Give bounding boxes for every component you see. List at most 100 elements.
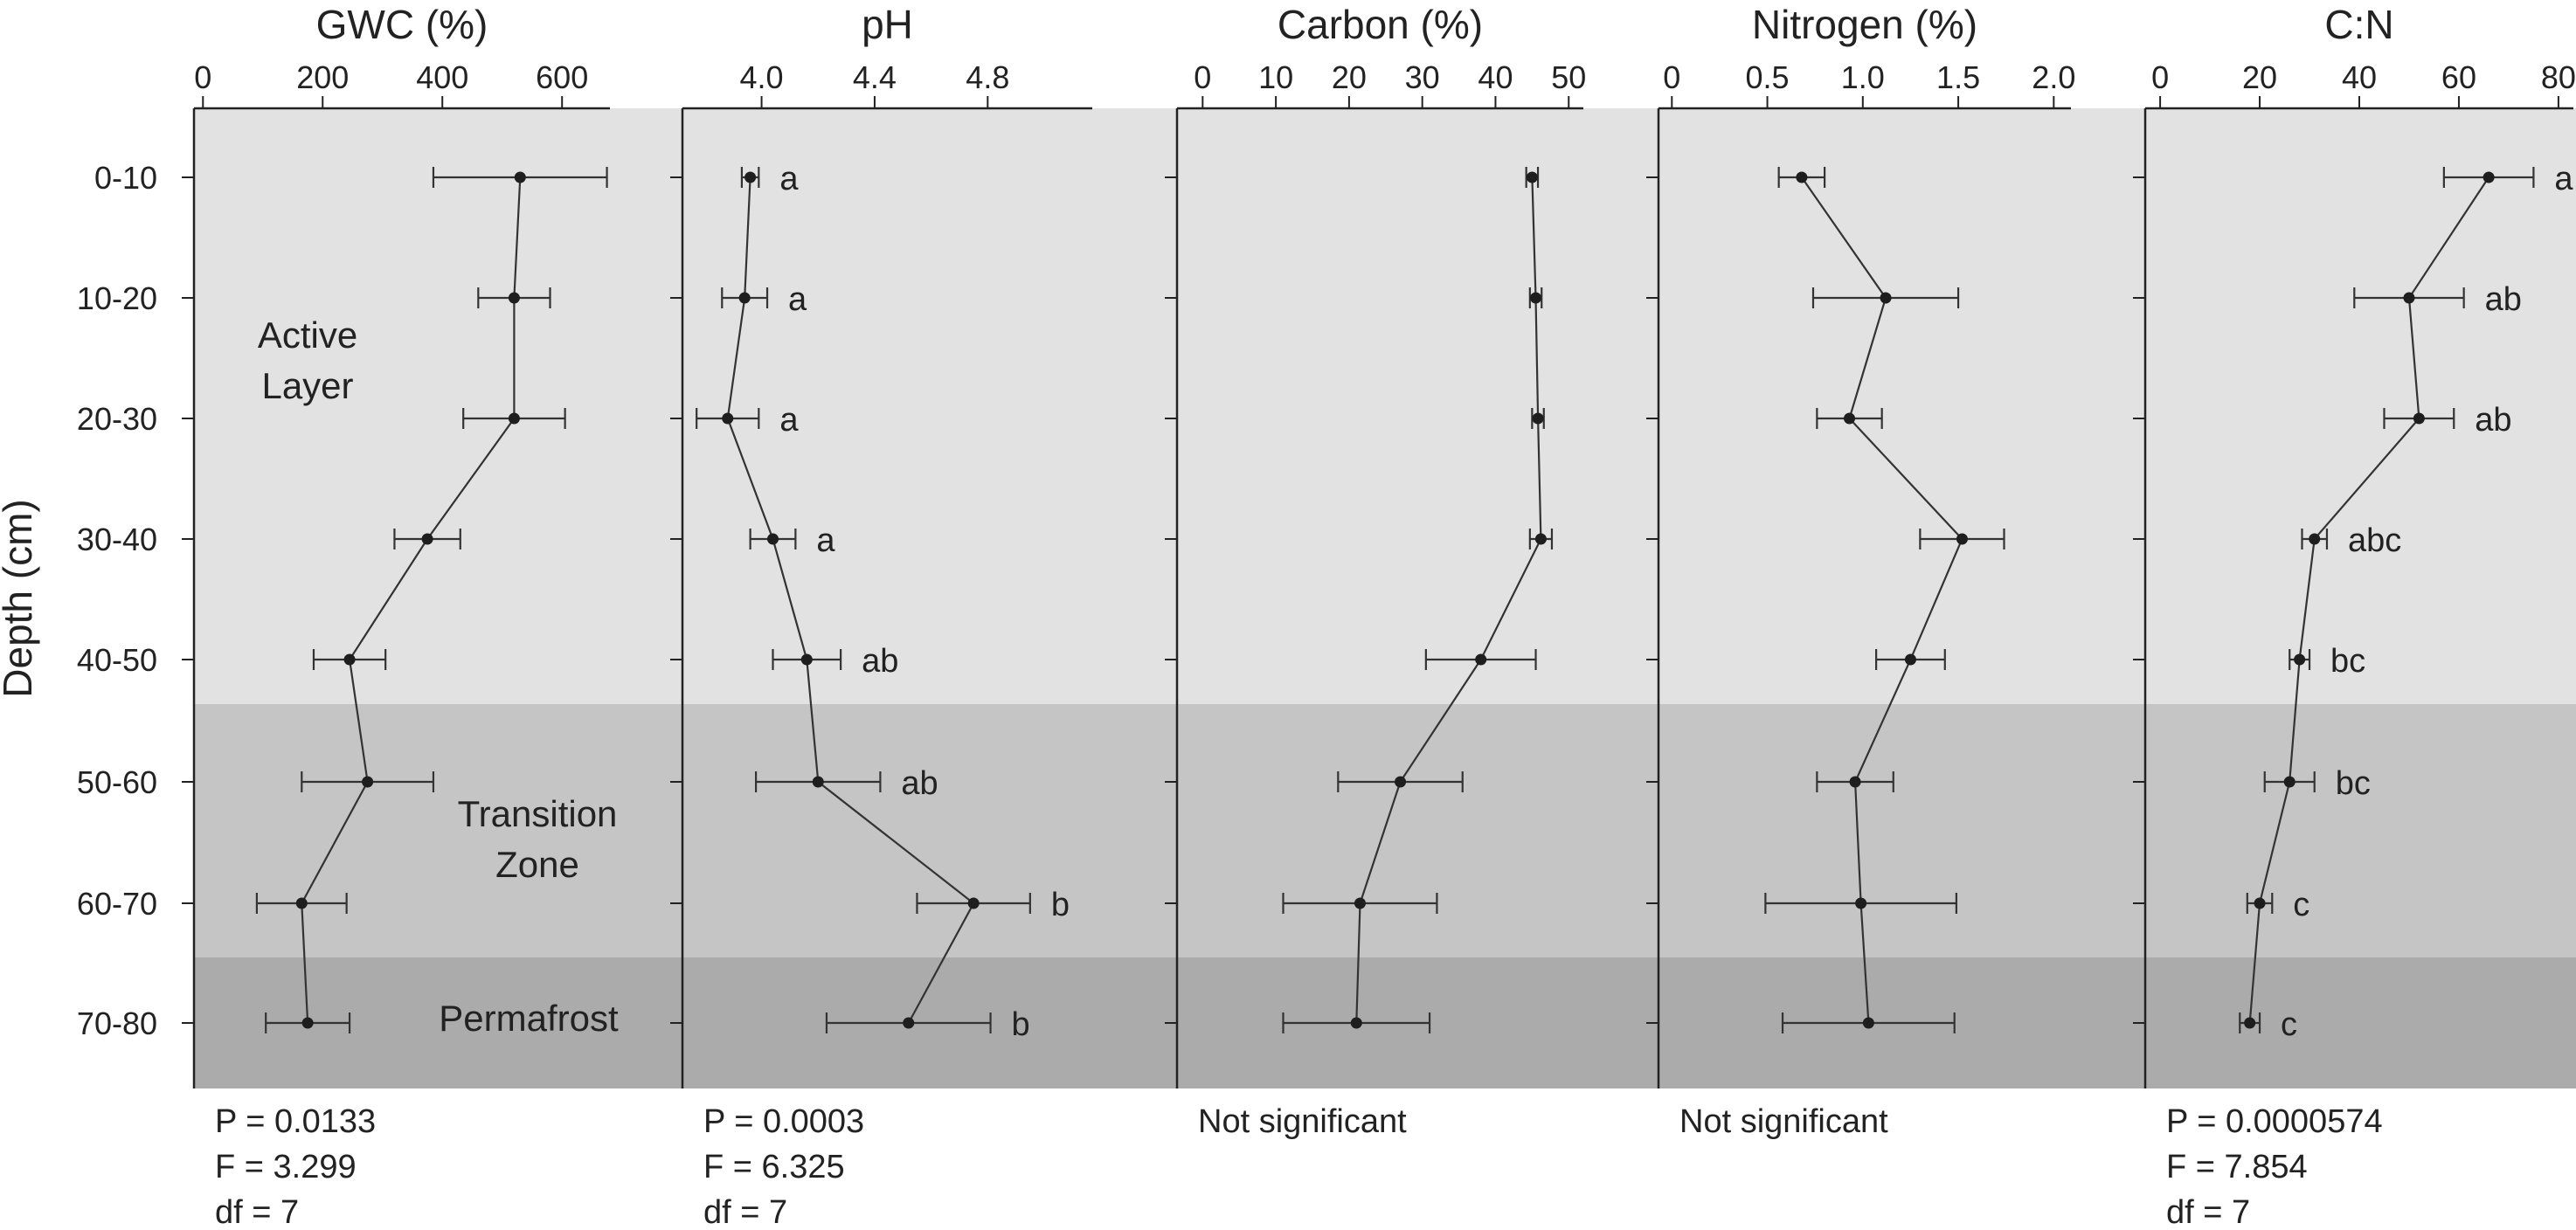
panel-3-point-1: [1880, 292, 1892, 304]
panel-1-stat-1: F = 6.325: [703, 1149, 845, 1185]
panel-2-xtick-label-5: 50: [1551, 59, 1586, 95]
panel-1-letter-4: ab: [862, 643, 898, 680]
panel-3-point-5: [1849, 776, 1861, 788]
depth-label-0-10: 0-10: [94, 160, 157, 196]
panel-0-point-0: [514, 171, 526, 183]
panel-2-xtick-label-2: 20: [1332, 59, 1367, 95]
panel-title-4: C:N: [2324, 2, 2393, 47]
panel-0-point-3: [421, 533, 433, 545]
panel-3-xtick-label-4: 2.0: [2032, 59, 2075, 95]
panel-1-stat-0: P = 0.0003: [703, 1103, 864, 1140]
panel-1-point-3: [767, 533, 779, 545]
panel-0-xtick-label-2: 400: [416, 59, 468, 95]
panel-0-xtick-label-1: 200: [296, 59, 349, 95]
panel-2-xtick-label-0: 0: [1194, 59, 1211, 95]
zone-band-0: [194, 108, 2576, 704]
panel-2-point-0: [1526, 171, 1538, 183]
panel-title-1: pH: [862, 2, 913, 47]
panel-0-stat-2: df = 7: [215, 1194, 299, 1230]
panel-1-letter-2: a: [779, 402, 799, 439]
panel-4-letter-6: c: [2293, 887, 2309, 923]
panel-2-xtick-label-4: 40: [1478, 59, 1513, 95]
panel-4-point-3: [2309, 533, 2321, 545]
depth-label-30-40: 30-40: [77, 522, 157, 557]
panel-2-xtick-label-3: 30: [1405, 59, 1440, 95]
panel-0-point-6: [295, 897, 308, 909]
panel-1-point-5: [812, 776, 824, 788]
panel-title-0: GWC (%): [316, 2, 488, 47]
panel-0-stat-1: F = 3.299: [215, 1149, 357, 1185]
panel-4-point-7: [2244, 1017, 2256, 1029]
zone-label-1-0: Transition: [458, 793, 618, 834]
zone-label-1-1: Zone: [495, 844, 579, 885]
panel-4-point-0: [2483, 171, 2495, 183]
panel-2-point-6: [1354, 897, 1366, 909]
panel-1-point-1: [738, 292, 751, 304]
panel-3-point-7: [1862, 1017, 1874, 1029]
panel-2-point-4: [1475, 653, 1487, 666]
depth-label-10-20: 10-20: [77, 280, 157, 316]
panel-0-point-7: [301, 1017, 314, 1029]
panel-4-letter-7: c: [2281, 1006, 2297, 1043]
zone-label-2-0: Permafrost: [439, 998, 619, 1039]
panel-3-stat-0: Not significant: [1679, 1103, 1888, 1140]
panel-2-point-3: [1534, 533, 1547, 545]
panel-1-point-6: [967, 897, 980, 909]
panel-3-series-line: [1800, 176, 1963, 1024]
panel-2-point-2: [1532, 412, 1544, 425]
panel-0-series-line: [301, 176, 522, 1024]
panel-1-xtick-label-0: 4.0: [740, 59, 784, 95]
panel-4-xtick-label-3: 60: [2441, 59, 2476, 95]
panel-0-stat-0: P = 0.0133: [215, 1103, 376, 1140]
panel-4-xtick-label-1: 20: [2242, 59, 2277, 95]
zone-label-0-0: Active: [258, 314, 357, 356]
depth-label-60-70: 60-70: [77, 886, 157, 922]
panel-1-point-7: [903, 1017, 915, 1029]
panel-3-xtick-label-3: 1.5: [1936, 59, 1980, 95]
panel-1-letter-7: b: [1012, 1006, 1030, 1043]
panel-4-letter-4: bc: [2330, 643, 2365, 680]
panel-4-point-1: [2403, 292, 2415, 304]
panel-4-letter-1: ab: [2485, 281, 2522, 318]
panel-1-letter-5: ab: [901, 765, 938, 802]
panel-1-letter-6: b: [1051, 887, 1070, 923]
y-axis-title: Depth (cm): [0, 499, 40, 697]
panel-4-xtick-label-0: 0: [2151, 59, 2169, 95]
panel-3-xtick-label-1: 0.5: [1746, 59, 1790, 95]
depth-label-70-80: 70-80: [77, 1005, 157, 1041]
panel-0-point-2: [508, 412, 520, 425]
panel-2-xtick-label-1: 10: [1258, 59, 1293, 95]
panel-title-2: Carbon (%): [1278, 2, 1483, 47]
panel-4-letter-2: ab: [2475, 402, 2511, 439]
panel-3-point-4: [1904, 653, 1916, 666]
panel-3-point-6: [1855, 897, 1867, 909]
panel-3-point-3: [1956, 533, 1968, 545]
panel-1-series-line: [726, 176, 975, 1024]
panel-2-point-1: [1530, 292, 1542, 304]
panel-1-letter-3: a: [816, 522, 835, 559]
panel-1-letter-1: a: [788, 281, 807, 318]
panel-3-xtick-label-0: 0: [1663, 59, 1680, 95]
panel-0-point-1: [508, 292, 520, 304]
panel-4-point-6: [2254, 897, 2266, 909]
panel-0-point-4: [343, 653, 356, 666]
panel-1-xtick-label-1: 4.4: [853, 59, 897, 95]
panel-4-letter-5: bc: [2336, 765, 2371, 802]
panel-3-point-2: [1844, 412, 1856, 425]
panel-1-stat-2: df = 7: [703, 1194, 787, 1230]
panel-0-point-5: [362, 776, 374, 788]
panel-1-point-4: [800, 653, 813, 666]
panel-4-series-line: [2248, 176, 2490, 1024]
depth-label-50-60: 50-60: [77, 764, 157, 800]
panel-3-xtick-label-2: 1.0: [1841, 59, 1885, 95]
panel-1-letter-0: a: [779, 161, 799, 197]
panel-4-letter-3: abc: [2348, 522, 2401, 559]
panel-4-stat-2: df = 7: [2166, 1194, 2250, 1230]
panel-3-point-0: [1796, 171, 1808, 183]
panel-4-point-2: [2413, 412, 2425, 425]
panel-1-point-0: [744, 171, 757, 183]
panel-2-point-5: [1395, 776, 1407, 788]
panel-1-point-2: [722, 412, 734, 425]
depth-label-20-30: 20-30: [77, 401, 157, 437]
panel-4-point-5: [2283, 776, 2296, 788]
